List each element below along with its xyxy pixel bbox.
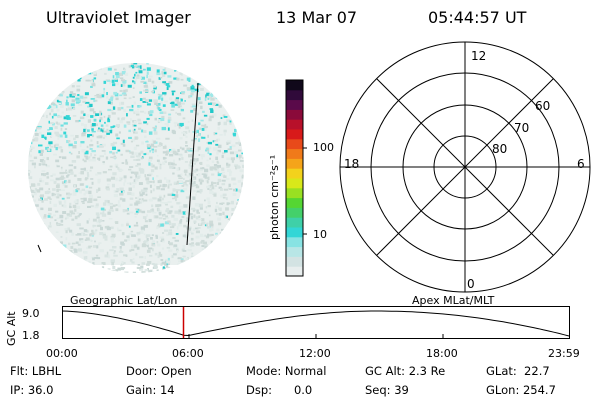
uv-image (28, 63, 244, 273)
mlt-label-0: 0 (467, 277, 475, 291)
ip-readout: IP: 36.0 (10, 383, 54, 397)
colorbar-tick-100: 100 (313, 141, 334, 154)
colorbar-cell (286, 148, 303, 159)
timeline-left-title: Geographic Lat/Lon (70, 294, 178, 307)
limb-tick (37, 244, 42, 253)
colorbar-cell (286, 256, 303, 267)
timeline-xtick-2359: 23:59 (548, 347, 580, 360)
timeline-xtick-1200: 12:00 (299, 347, 331, 360)
timeline-ytick-low: 1.8 (22, 329, 40, 342)
glon-readout: GLon: 254.7 (486, 383, 556, 397)
mlt-label-6: 6 (577, 157, 585, 171)
mlt-label-18: 18 (344, 157, 359, 171)
timeline-axis-label: GC Alt (5, 311, 18, 346)
gc-alt-readout: GC Alt: 2.3 Re (365, 364, 446, 378)
lat-label-60: 60 (535, 99, 550, 113)
gain-readout: Gain: 14 (126, 383, 175, 397)
colorbar-cell (286, 178, 303, 189)
colorbar-cell (286, 138, 303, 150)
colorbar-cell (286, 89, 303, 101)
terminator-line (186, 82, 199, 246)
door-readout: Door: Open (126, 364, 192, 378)
seq-readout: Seq: 39 (365, 383, 409, 397)
colorbar-cell (286, 168, 303, 179)
colorbar-cell (286, 119, 303, 130)
colorbar-cell (286, 217, 303, 228)
colorbar-cell (286, 197, 303, 208)
altitude-timeline (61, 306, 570, 339)
colorbar-cell (286, 246, 303, 257)
colorbar-cell (286, 236, 303, 248)
mode-readout: Mode: Normal (246, 364, 327, 378)
timeline-right-title: Apex MLat/MLT (412, 294, 495, 307)
colorbar-cell (286, 158, 303, 169)
colorbar-cell (286, 227, 303, 238)
dsp-readout: Dsp: 0.0 (246, 383, 313, 397)
colorbar-cell (286, 187, 303, 199)
polar-grid: 12 18 6 0 60 70 80 (339, 41, 591, 293)
colorbar-cell (286, 129, 303, 140)
colorbar-cell (286, 207, 303, 218)
mlt-label-12: 12 (471, 49, 486, 63)
lat-label-80: 80 (492, 142, 507, 156)
time-label: 05:44:57 UT (428, 8, 527, 27)
timeline-ytick-high: 9.0 (22, 307, 40, 320)
date-label: 13 Mar 07 (276, 8, 358, 27)
glat-readout: GLat: 22.7 (486, 364, 550, 378)
colorbar-cell (286, 266, 303, 277)
altitude-curve (61, 310, 570, 337)
timeline-xtick-0000: 00:00 (46, 347, 78, 360)
colorbar-unit-label: photon cm⁻²s⁻¹ (268, 154, 281, 240)
colorbar-cell (286, 99, 303, 110)
timeline-xtick-0600: 06:00 (172, 347, 204, 360)
color-scale-bar (285, 79, 307, 277)
colorbar-cell (286, 80, 303, 91)
colorbar-cell (286, 109, 303, 120)
filter-readout: Flt: LBHL (10, 364, 62, 378)
instrument-title: Ultraviolet Imager (46, 8, 191, 27)
colorbar-tick-10: 10 (313, 228, 327, 241)
lat-label-70: 70 (514, 121, 529, 135)
timeline-xtick-1800: 18:00 (426, 347, 458, 360)
